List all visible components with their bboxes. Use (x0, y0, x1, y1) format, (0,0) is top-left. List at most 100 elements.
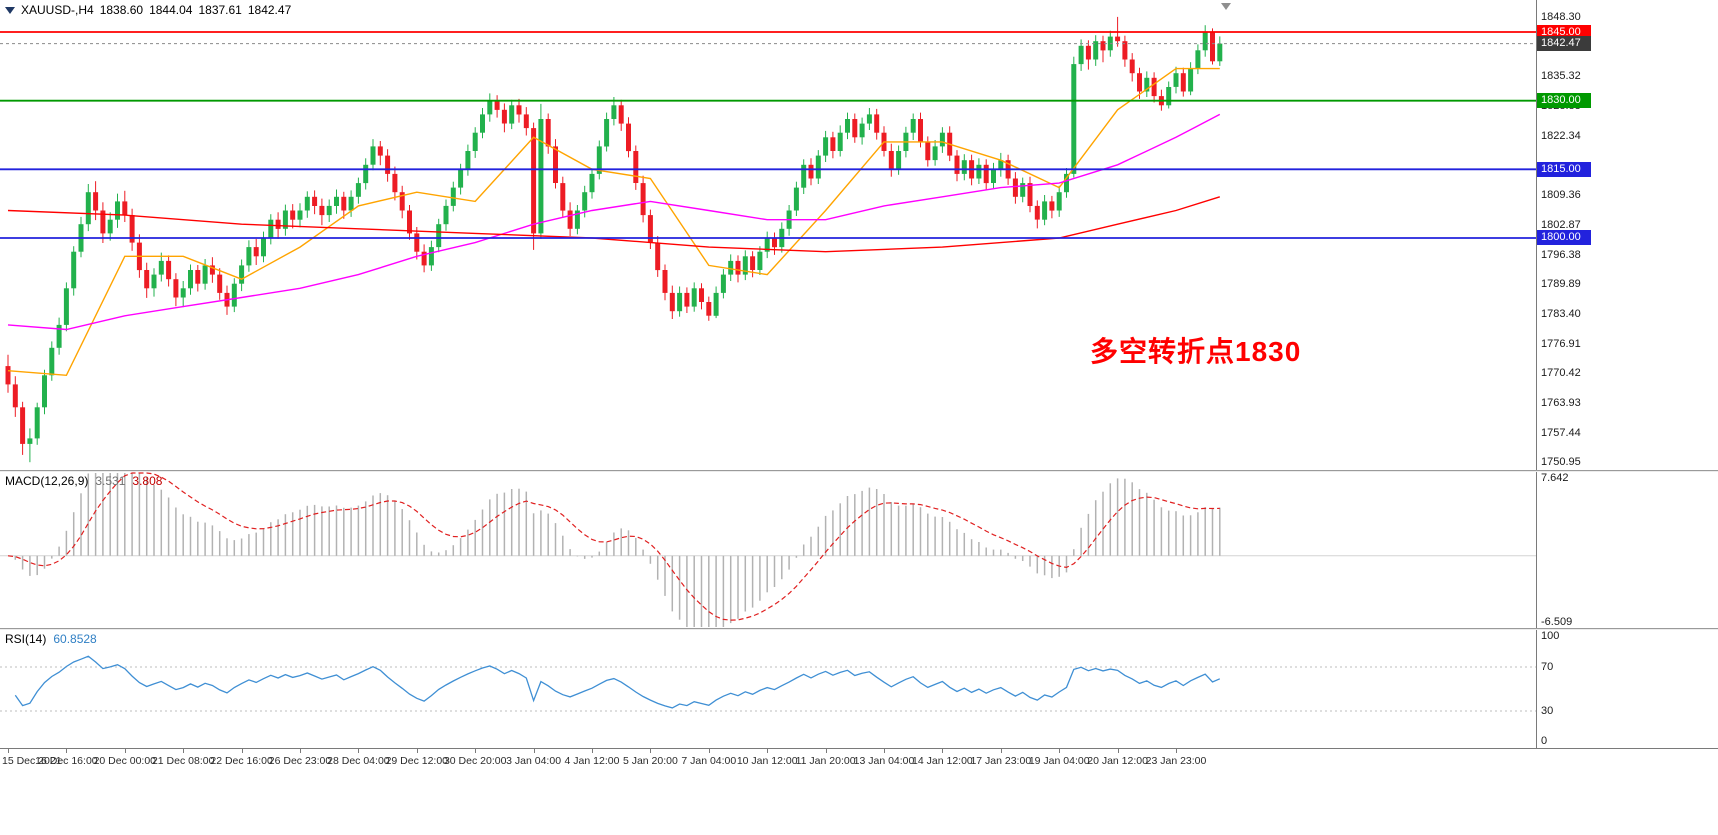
time-tick (8, 749, 9, 753)
macd-histogram (14, 473, 1221, 627)
time-tick (358, 749, 360, 753)
macd-signal-line (7, 472, 1220, 621)
rsi-scale-label: 0 (1541, 735, 1548, 747)
bid-price-badge: 1842.47 (1537, 36, 1591, 52)
time-axis-label: 16 Dec 16:00 (35, 755, 98, 767)
price-tick-label: 1763.93 (1541, 397, 1581, 410)
macd-scale-label: 7.642 (1541, 472, 1569, 484)
time-tick (1117, 749, 1119, 753)
time-tick (767, 749, 769, 753)
ma-medium-line (7, 113, 1221, 331)
rsi-label: RSI(14) (5, 632, 47, 646)
time-tick (592, 749, 593, 753)
price-tick-label: 1789.89 (1541, 278, 1581, 291)
time-tick (241, 749, 243, 753)
macd-panel-plot[interactable]: MACD(12,26,9) 3.531 3.808 (0, 472, 1536, 628)
time-axis-label: 29 Dec 12:00 (385, 755, 449, 767)
symbol-timeframe-label: XAUUSD-,H4 (21, 3, 94, 17)
price-tick-label: 1835.32 (1541, 70, 1581, 83)
time-axis-label: 22 Dec 16:00 (210, 755, 273, 767)
panel-splitter[interactable] (0, 470, 1718, 472)
ohlc-high-value: 1844.04 (149, 3, 193, 17)
time-axis-label: 15 Dec 2021 (2, 755, 62, 767)
time-axis-label: 17 Jan 23:00 (970, 755, 1032, 767)
time-axis-label: 13 Jan 04:00 (853, 755, 915, 767)
time-tick (66, 749, 68, 753)
macd-scale[interactable]: 7.642 -6.509 (1536, 472, 1718, 628)
chart-ohlc-header: XAUUSD-,H4 1838.60 1844.04 1837.61 1842.… (5, 3, 291, 17)
macd-signal-value: 3.808 (132, 474, 163, 488)
rsi-line (14, 655, 1221, 709)
one-click-trading-icon[interactable] (5, 6, 15, 14)
price-badge-1800.00: 1800.00 (1537, 230, 1591, 246)
macd-panel: MACD(12,26,9) 3.531 3.808 7.642 -6.509 (0, 472, 1718, 628)
time-tick (650, 749, 652, 753)
rsi-panel: RSI(14) 60.8528 100 70 30 0 (0, 630, 1718, 748)
ma-fast-line (7, 67, 1220, 377)
ohlc-open-value: 1838.60 (99, 3, 144, 17)
time-axis-label: 11 Jan 20:00 (795, 755, 856, 767)
rsi-scale-label: 100 (1541, 630, 1560, 642)
price-badge-1830.00: 1830.00 (1537, 93, 1591, 109)
price-tick-label: 1750.95 (1541, 456, 1581, 469)
time-tick (1000, 749, 1002, 753)
time-tick (300, 749, 301, 753)
time-axis-label: 19 Jan 04:00 (1028, 755, 1090, 767)
ma-slow-line (7, 196, 1221, 253)
time-axis-label: 20 Dec 00:00 (93, 755, 157, 767)
time-tick (124, 749, 126, 753)
macd-main-value: 3.531 (95, 474, 126, 488)
time-axis-label: 20 Jan 12:00 (1087, 755, 1148, 767)
time-axis-label: 28 Dec 04:00 (327, 755, 390, 767)
time-axis-label: 30 Dec 20:00 (443, 755, 507, 767)
price-badge-1845.00: 1845.00 (1537, 24, 1591, 40)
time-axis-label: 10 Jan 12:00 (736, 755, 798, 767)
rsi-panel-plot[interactable]: RSI(14) 60.8528 (0, 630, 1536, 748)
time-tick (475, 749, 477, 753)
time-tick (942, 749, 944, 753)
time-axis-label: 21 Dec 08:00 (151, 755, 215, 767)
main-chart-plot[interactable]: XAUUSD-,H4 1838.60 1844.04 1837.61 1842.… (0, 0, 1536, 470)
rsi-value: 60.8528 (53, 632, 97, 646)
time-axis[interactable]: 15 Dec 2021 16 Dec 16:00 20 Dec 00:00 21 De… (0, 748, 1718, 770)
time-axis-label: 3 Jan 04:00 (506, 755, 562, 767)
time-axis-label: 26 Dec 23:00 (268, 755, 332, 767)
rsi-scale[interactable]: 100 70 30 0 (1536, 630, 1718, 748)
rsi-scale-label: 30 (1541, 705, 1554, 717)
rsi-scale-label: 70 (1541, 661, 1554, 673)
price-badge-1815.00: 1815.00 (1537, 161, 1591, 177)
time-tick (884, 749, 885, 753)
price-tick-label: 1809.36 (1541, 189, 1581, 202)
time-tick (533, 749, 535, 753)
time-tick (708, 749, 710, 753)
price-tick-label: 1796.38 (1541, 248, 1581, 261)
price-tick-label: 1822.34 (1541, 129, 1581, 142)
ohlc-close-value: 1842.47 (247, 3, 292, 17)
time-tick (1059, 749, 1061, 753)
time-axis-label: 7 Jan 04:00 (681, 755, 737, 767)
time-axis-label: 4 Jan 12:00 (564, 755, 620, 767)
macd-scale-label: -6.509 (1541, 616, 1573, 628)
main-chart-panel: XAUUSD-,H4 1838.60 1844.04 1837.61 1842.… (0, 0, 1718, 470)
panel-splitter[interactable] (0, 628, 1718, 630)
time-tick (183, 749, 185, 753)
price-tick-label: 1770.42 (1541, 367, 1581, 380)
price-tick-label: 1802.87 (1541, 218, 1581, 231)
time-axis-label: 5 Jan 20:00 (622, 755, 678, 767)
chart-shift-marker-icon[interactable] (1221, 3, 1231, 10)
time-tick (825, 749, 827, 753)
time-axis-label: 23 Jan 23:00 (1145, 755, 1207, 767)
price-tick-label: 1783.40 (1541, 307, 1581, 320)
time-tick (416, 749, 418, 753)
window-bottom-area (0, 770, 1718, 835)
macd-indicator-header: MACD(12,26,9) 3.531 3.808 (5, 474, 162, 488)
rsi-indicator-header: RSI(14) 60.8528 (5, 632, 97, 646)
time-tick (1176, 749, 1177, 753)
price-tick-label: 1757.44 (1541, 426, 1581, 439)
time-axis-label: 14 Jan 12:00 (912, 755, 973, 767)
ohlc-low-value: 1837.61 (198, 3, 242, 17)
price-scale[interactable]: 1848.301835.321828.831822.341809.361802.… (1536, 0, 1718, 470)
chart-annotation-text[interactable]: 多空转折点1830 (1090, 336, 1302, 367)
price-tick-label: 1848.30 (1541, 10, 1581, 23)
